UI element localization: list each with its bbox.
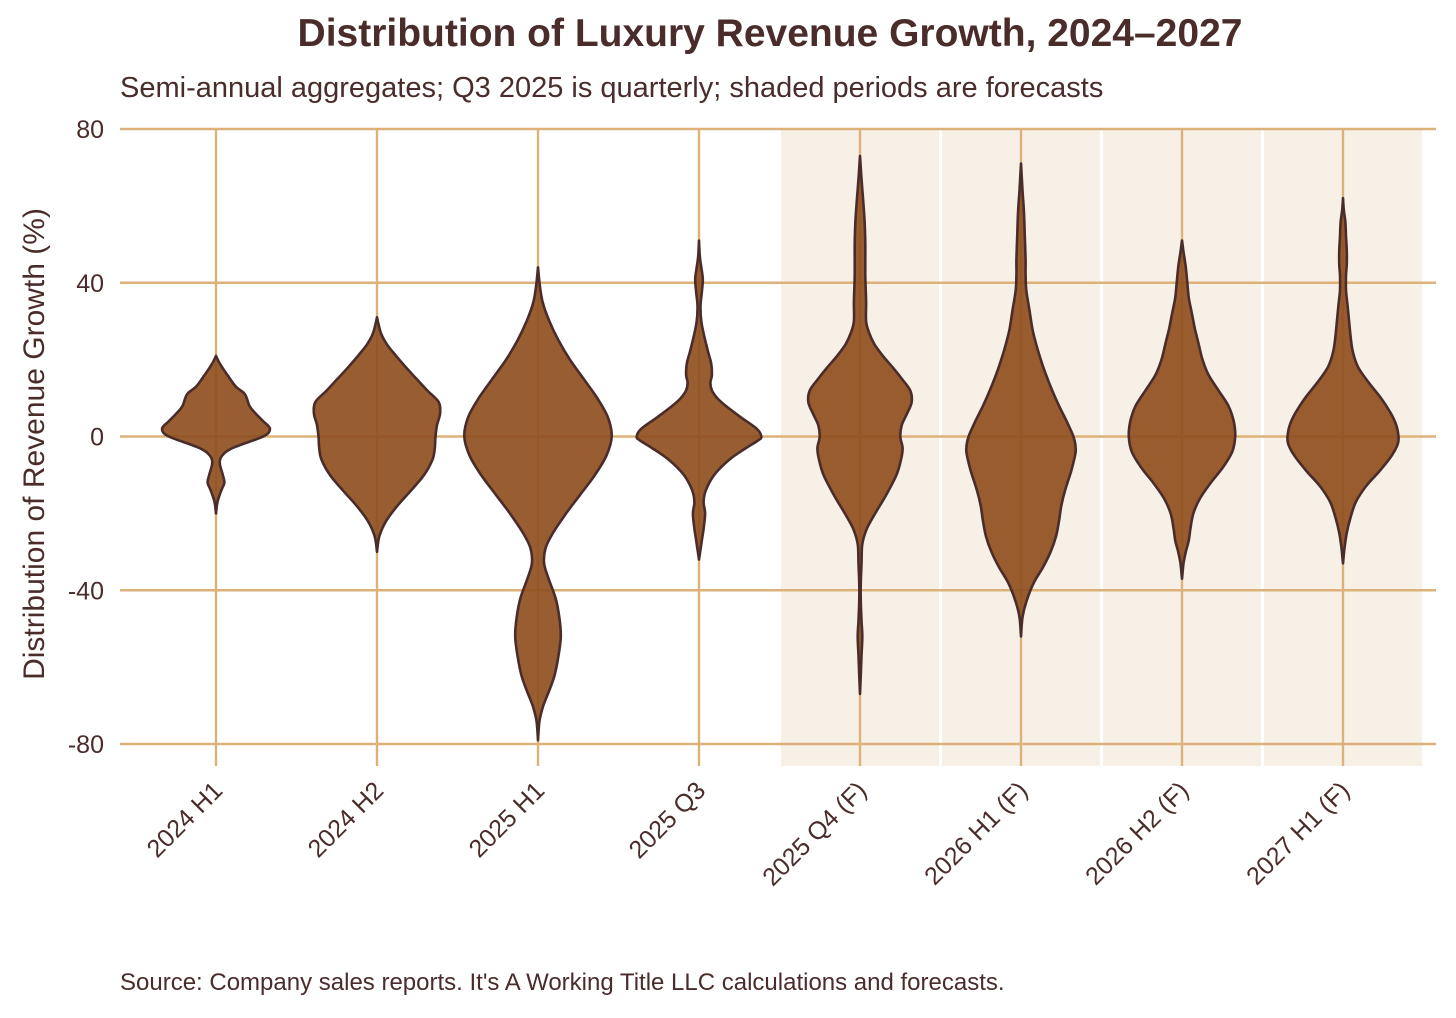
x-tick-label: 2024 H1 xyxy=(142,776,229,863)
chart-subtitle: Semi-annual aggregates; Q3 2025 is quart… xyxy=(120,72,1104,104)
y-tick-label: 80 xyxy=(76,116,104,144)
chart-source: Source: Company sales reports. It's A Wo… xyxy=(120,969,1005,996)
violin-0 xyxy=(160,354,272,515)
x-tick-label: 2027 H1 (F) xyxy=(1241,776,1355,890)
violin-7 xyxy=(1286,196,1400,565)
violin-2 xyxy=(462,266,614,742)
violins xyxy=(160,154,1400,742)
y-tick-label: 0 xyxy=(90,424,104,452)
y-tick-label: -80 xyxy=(68,731,104,759)
x-tick-label: 2025 Q4 (F) xyxy=(757,776,872,891)
violin-6 xyxy=(1127,239,1237,580)
y-axis-ticks: -80 -40 0 40 80 xyxy=(68,116,104,759)
x-axis-ticks: 2024 H1 2024 H2 2025 H1 2025 Q3 2025 Q4 (F) 2… xyxy=(142,776,1356,891)
x-tick-label: 2026 H2 (F) xyxy=(1080,776,1194,890)
x-tick-label: 2024 H2 xyxy=(303,776,390,863)
violin-4 xyxy=(806,154,914,696)
y-tick-label: -40 xyxy=(68,577,104,605)
x-tick-label: 2025 H1 xyxy=(464,776,551,863)
violin-3 xyxy=(635,239,763,561)
y-tick-label: 40 xyxy=(76,270,104,298)
y-axis-label: Distribution of Revenue Growth (%) xyxy=(18,208,51,680)
x-tick-label: 2025 Q3 xyxy=(624,776,712,864)
chart-title: Distribution of Luxury Revenue Growth, 2… xyxy=(297,12,1243,55)
violin-1 xyxy=(312,316,442,554)
violin-5 xyxy=(964,162,1078,638)
x-tick-label: 2026 H1 (F) xyxy=(919,776,1033,890)
